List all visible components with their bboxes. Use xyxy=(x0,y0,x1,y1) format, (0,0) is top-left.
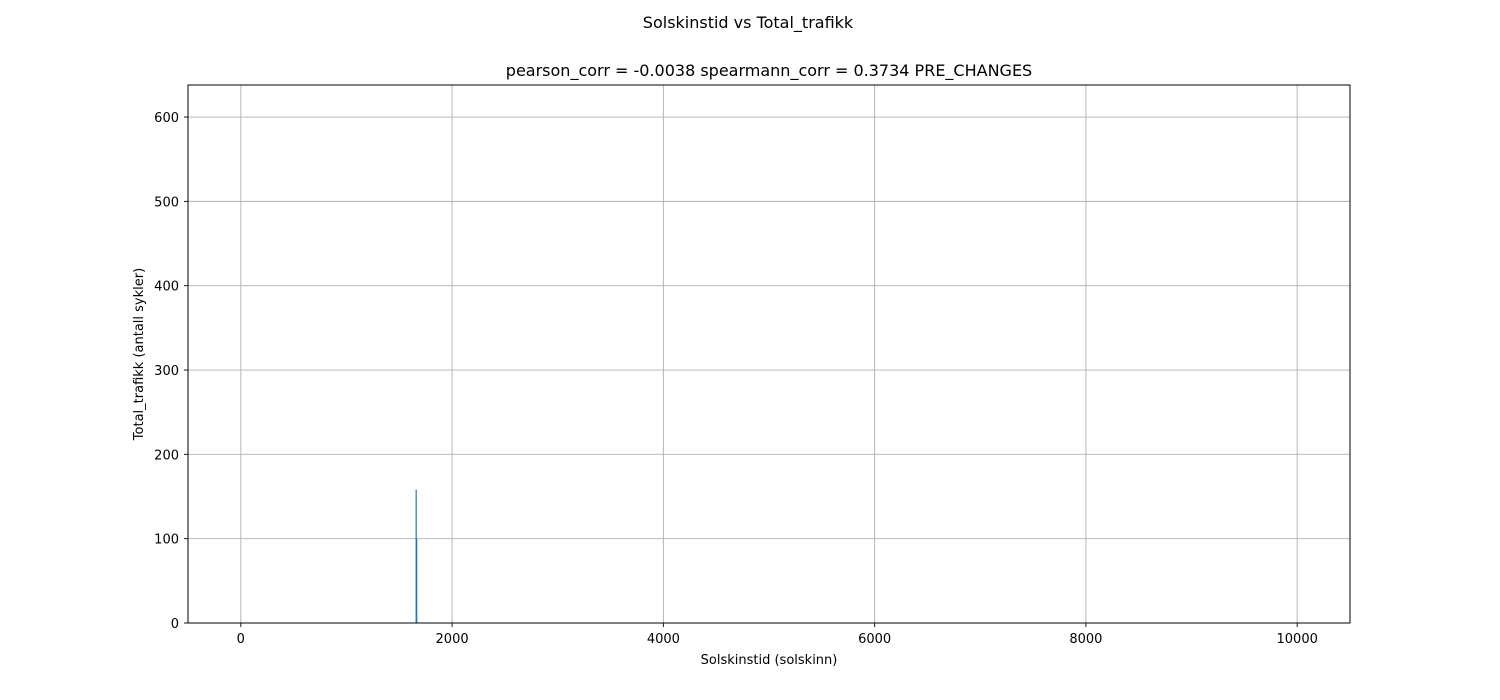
x-axis-label: Solskinstid (solskinn) xyxy=(701,653,838,668)
y-tick-label: 0 xyxy=(171,617,179,632)
y-tick-label: 400 xyxy=(154,280,179,295)
x-tick-label: 2000 xyxy=(436,632,469,647)
plot-area-frame xyxy=(187,84,1351,624)
x-tick-label: 8000 xyxy=(1069,632,1102,647)
bars xyxy=(415,489,418,623)
x-tick-label: 10000 xyxy=(1277,632,1318,647)
y-tick-label: 500 xyxy=(154,195,179,210)
x-tick-label: 4000 xyxy=(647,632,680,647)
y-tick-label: 300 xyxy=(154,364,179,379)
y-tick-label: 200 xyxy=(154,448,179,463)
grid-lines xyxy=(188,85,1350,624)
x-tick-label: 0 xyxy=(237,632,245,647)
chart-title: pearson_corr = -0.0038 spearmann_corr = … xyxy=(506,61,1032,81)
y-tick-label: 100 xyxy=(154,533,179,548)
bar xyxy=(416,538,418,623)
x-tick-label: 6000 xyxy=(858,632,891,647)
y-axis-label: Total_trafikk (antall sykler) xyxy=(132,268,147,441)
y-tick-label: 600 xyxy=(154,111,179,126)
figure-suptitle: Solskinstid vs Total_trafikk xyxy=(643,13,854,33)
axis-ticks: 0 2000 4000 6000 8000 10000 0 100 200 300 400 500 60… xyxy=(154,111,1318,647)
